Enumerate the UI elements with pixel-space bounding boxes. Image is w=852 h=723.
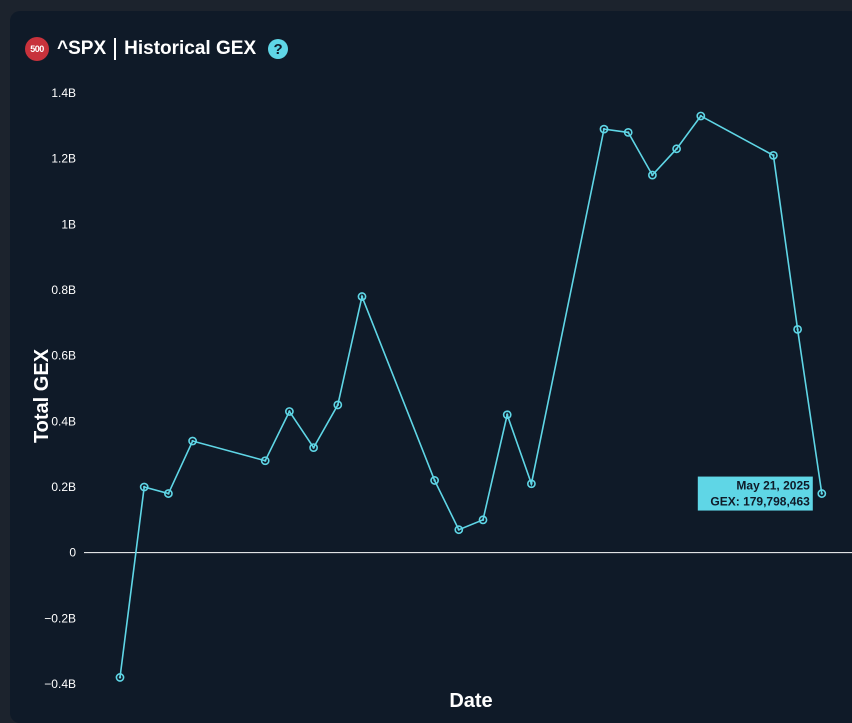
- ticker-symbol: ^SPX: [57, 38, 107, 59]
- data-point-marker[interactable]: [672, 144, 681, 154]
- data-point-marker[interactable]: [696, 111, 706, 121]
- data-point-center: [530, 482, 533, 485]
- data-point-marker[interactable]: [309, 443, 318, 452]
- tooltip-background: [697, 476, 813, 511]
- data-point-center: [481, 518, 485, 522]
- data-point-center: [264, 459, 267, 462]
- data-point-center: [506, 413, 509, 416]
- data-point-center: [360, 295, 364, 298]
- y-tick-label: 1B: [61, 217, 76, 231]
- y-tick-label: −0.4B: [44, 677, 76, 691]
- chart-panel: [10, 11, 852, 723]
- chart-title: ^SPX Historical GEX: [57, 37, 257, 60]
- data-point-center: [820, 492, 823, 495]
- data-point-marker[interactable]: [284, 407, 294, 416]
- sp500-badge-icon: 500: [25, 37, 49, 61]
- data-point-marker[interactable]: [502, 410, 512, 420]
- data-point-marker[interactable]: [817, 489, 827, 498]
- data-point-center: [627, 131, 630, 134]
- data-point-marker[interactable]: [333, 400, 343, 410]
- y-tick-label: 0.2B: [51, 480, 76, 494]
- data-point-center: [118, 676, 122, 679]
- data-point-marker[interactable]: [793, 324, 802, 334]
- y-axis-title: Total GEX: [31, 348, 53, 443]
- data-point-marker[interactable]: [648, 170, 657, 180]
- y-tick-label: −0.2B: [44, 611, 76, 625]
- y-tick-label: 0: [69, 546, 76, 560]
- hover-tooltip: May 21, 2025 GEX: 179,798,463: [697, 476, 813, 511]
- data-point-center: [772, 154, 775, 157]
- data-point-center: [457, 528, 460, 531]
- x-axis-title: Date: [449, 690, 492, 712]
- y-tick-label: 1.2B: [51, 152, 76, 166]
- data-point-center: [651, 173, 654, 177]
- data-point-marker[interactable]: [139, 482, 149, 492]
- data-point-center: [167, 492, 170, 495]
- data-points: [115, 111, 827, 682]
- y-tick-label: 0.6B: [51, 349, 76, 363]
- data-point-center: [433, 479, 436, 482]
- data-point-center: [675, 147, 678, 151]
- tooltip-value: GEX: 179,798,463: [710, 495, 810, 509]
- data-point-marker[interactable]: [769, 150, 778, 160]
- data-point-marker[interactable]: [188, 436, 197, 446]
- data-point-marker[interactable]: [623, 127, 633, 137]
- data-point-center: [699, 114, 702, 118]
- help-icon[interactable]: ?: [268, 39, 289, 59]
- data-point-center: [143, 485, 146, 489]
- data-point-marker[interactable]: [260, 456, 270, 466]
- data-point-center: [796, 328, 799, 331]
- data-point-center: [336, 403, 339, 407]
- y-axis-ticks: 1.4B 1.2B 1B 0.8B 0.6B 0.4B 0.2B 0 −0.2B −0.4B: [44, 86, 76, 691]
- y-tick-label: 1.4B: [51, 86, 76, 100]
- chart-name: Historical GEX: [124, 38, 257, 59]
- data-point-marker[interactable]: [454, 525, 464, 535]
- data-point-center: [312, 446, 315, 449]
- data-point-marker[interactable]: [163, 489, 173, 498]
- y-tick-label: 0.4B: [51, 414, 76, 428]
- chart-header: 500 ^SPX Historical GEX ?: [25, 36, 289, 62]
- data-point-marker[interactable]: [357, 292, 367, 301]
- data-point-marker[interactable]: [599, 124, 609, 134]
- gex-series-line: [119, 114, 823, 678]
- data-point-marker[interactable]: [478, 515, 488, 525]
- data-point-center: [191, 439, 194, 443]
- data-point-marker[interactable]: [115, 673, 125, 682]
- data-point-center: [602, 127, 606, 131]
- data-point-marker[interactable]: [527, 479, 536, 489]
- title-separator: [114, 37, 117, 60]
- data-point-marker[interactable]: [430, 476, 439, 485]
- data-point-center: [288, 410, 291, 413]
- tooltip-date: May 21, 2025: [736, 479, 810, 493]
- y-tick-label: 0.8B: [51, 283, 76, 297]
